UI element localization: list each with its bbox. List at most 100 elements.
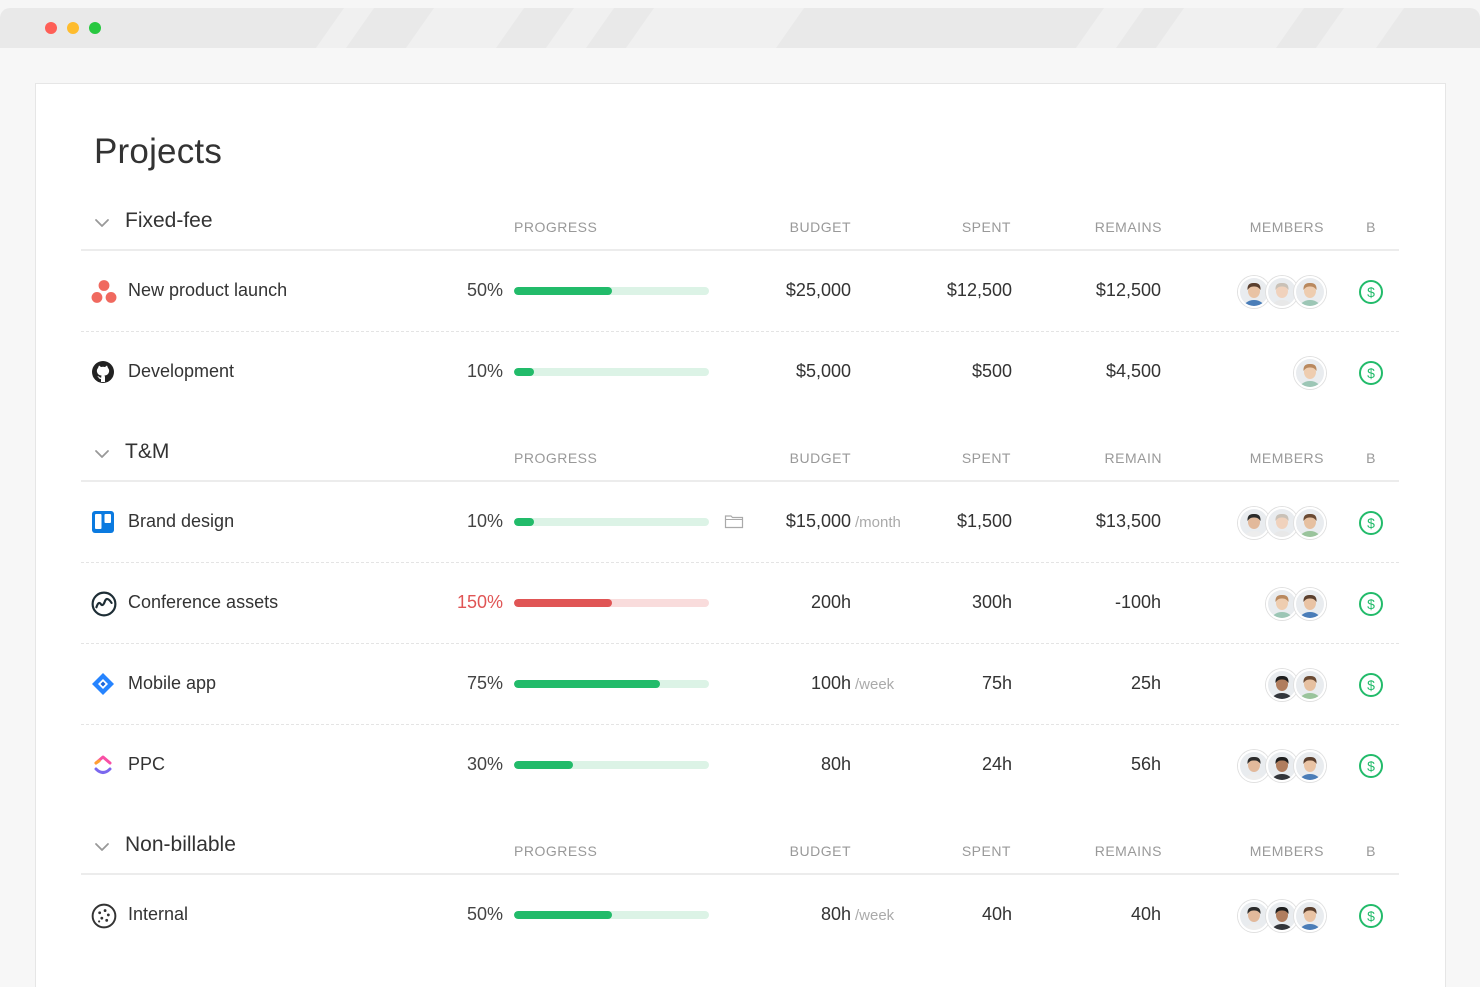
project-row[interactable]: Development 10% $5,000 $500 $4,500 $	[81, 332, 1399, 412]
project-row[interactable]: Mobile app 75% 100h/week 75h 25h $	[81, 644, 1399, 725]
members-list[interactable]	[1266, 588, 1326, 620]
billable-dollar-icon[interactable]: $	[1358, 510, 1384, 541]
billable-dollar-icon[interactable]: $	[1358, 753, 1384, 784]
project-name[interactable]: Conference assets	[128, 592, 279, 612]
avatar[interactable]	[1294, 357, 1326, 389]
column-header-progress[interactable]: PROGRESS	[514, 450, 598, 466]
budget-value: $15,000	[785, 511, 851, 531]
avatar[interactable]	[1294, 507, 1326, 539]
chevron-down-icon[interactable]	[94, 446, 110, 462]
minimize-window-button[interactable]	[67, 22, 79, 34]
avatar[interactable]	[1266, 276, 1298, 308]
project-name[interactable]: Mobile app	[128, 673, 217, 693]
project-name[interactable]: Development	[128, 361, 235, 381]
billable-dollar-icon[interactable]: $	[1358, 903, 1384, 934]
project-row[interactable]: PPC 30% 80h 24h 56h $	[81, 725, 1399, 805]
column-header-members[interactable]: MEMBERS	[1249, 219, 1324, 235]
svg-text:$: $	[1367, 596, 1375, 612]
project-row[interactable]: New product launch 50% $25,000 $12,500 $12,5…	[81, 251, 1399, 332]
project-row[interactable]: Conference assets 150% 200h 300h -100h $	[81, 563, 1399, 644]
column-header-billable[interactable]: B	[1366, 219, 1376, 235]
column-header-remains[interactable]: REMAINS	[1094, 219, 1162, 235]
spent-value: $500	[971, 361, 1012, 381]
column-header-budget[interactable]: BUDGET	[789, 450, 851, 466]
column-header-remains[interactable]: REMAIN	[1104, 450, 1162, 466]
svg-text:$: $	[1367, 908, 1375, 924]
spent-value: 75h	[981, 673, 1012, 693]
column-header-members[interactable]: MEMBERS	[1249, 843, 1324, 859]
column-header-budget[interactable]: BUDGET	[789, 843, 851, 859]
clickup-icon	[91, 753, 115, 777]
progress-percent: 30%	[466, 754, 503, 774]
progress-bar	[514, 368, 709, 376]
chevron-down-icon[interactable]	[94, 215, 110, 231]
column-header-progress[interactable]: PROGRESS	[514, 219, 598, 235]
remains-value: 25h	[1130, 673, 1161, 693]
progress-percent: 50%	[466, 280, 503, 300]
group-name[interactable]: Fixed-fee	[125, 209, 213, 232]
avatar[interactable]	[1238, 900, 1270, 932]
group-name[interactable]: T&M	[125, 440, 170, 463]
budget-unit: /week	[855, 907, 895, 924]
title-bar	[0, 8, 1480, 48]
budget-value: 200h	[810, 592, 851, 612]
folder-icon[interactable]	[724, 513, 744, 534]
avatar[interactable]	[1294, 276, 1326, 308]
members-list[interactable]	[1238, 900, 1326, 932]
project-name[interactable]: Internal	[128, 904, 189, 924]
project-name[interactable]: Brand design	[128, 511, 235, 531]
project-row[interactable]: Internal 50% 80h/week 40h 40h $	[81, 875, 1399, 955]
billable-dollar-icon[interactable]: $	[1358, 279, 1384, 310]
members-list[interactable]	[1238, 276, 1326, 308]
spent-value: $12,500	[946, 280, 1012, 300]
internal-icon	[91, 903, 117, 929]
avatar[interactable]	[1294, 588, 1326, 620]
basecamp-icon	[91, 591, 117, 617]
progress-bar	[514, 287, 709, 295]
project-name[interactable]: PPC	[128, 754, 166, 774]
close-window-button[interactable]	[45, 22, 57, 34]
billable-dollar-icon[interactable]: $	[1358, 360, 1384, 391]
progress-percent: 50%	[466, 904, 503, 924]
column-header-spent[interactable]: SPENT	[961, 843, 1011, 859]
column-header-spent[interactable]: SPENT	[961, 450, 1011, 466]
maximize-window-button[interactable]	[89, 22, 101, 34]
avatar[interactable]	[1294, 669, 1326, 701]
chevron-down-icon[interactable]	[94, 839, 110, 855]
budget-value: 80h	[820, 904, 851, 924]
members-list[interactable]	[1266, 669, 1326, 701]
members-list[interactable]	[1238, 750, 1326, 782]
projects-panel: Projects Fixed-fee PROGRESS BUDGET SPENT…	[35, 83, 1446, 987]
remains-value: $12,500	[1095, 280, 1161, 300]
column-header-spent[interactable]: SPENT	[961, 219, 1011, 235]
avatar[interactable]	[1266, 588, 1298, 620]
billable-dollar-icon[interactable]: $	[1358, 591, 1384, 622]
group-name[interactable]: Non-billable	[125, 833, 236, 856]
budget-value: $25,000	[785, 280, 851, 300]
budget-value: 100h	[810, 673, 851, 693]
page-title: Projects	[94, 132, 223, 171]
asana-icon	[91, 279, 117, 303]
spent-value: 24h	[981, 754, 1012, 774]
avatar[interactable]	[1238, 276, 1270, 308]
project-name[interactable]: New product launch	[128, 280, 288, 300]
column-header-remains[interactable]: REMAINS	[1094, 843, 1162, 859]
column-header-members[interactable]: MEMBERS	[1249, 450, 1324, 466]
column-header-budget[interactable]: BUDGET	[789, 219, 851, 235]
members-list[interactable]	[1238, 507, 1326, 539]
billable-dollar-icon[interactable]: $	[1358, 672, 1384, 703]
column-header-billable[interactable]: B	[1366, 843, 1376, 859]
avatar[interactable]	[1294, 900, 1326, 932]
remains-value: $13,500	[1095, 511, 1161, 531]
column-header-billable[interactable]: B	[1366, 450, 1376, 466]
svg-text:$: $	[1367, 365, 1375, 381]
remains-value: 56h	[1130, 754, 1161, 774]
app-window: Projects Fixed-fee PROGRESS BUDGET SPENT…	[0, 8, 1480, 987]
project-row[interactable]: Brand design 10% $15,000/month $1,500 $13,50…	[81, 482, 1399, 563]
column-header-progress[interactable]: PROGRESS	[514, 843, 598, 859]
budget-unit: /week	[855, 676, 895, 693]
group-header: Non-billable PROGRESS BUDGET SPENT REMAI…	[81, 825, 1399, 875]
members-list[interactable]	[1294, 357, 1326, 389]
budget-value: 80h	[820, 754, 851, 774]
avatar[interactable]	[1294, 750, 1326, 782]
